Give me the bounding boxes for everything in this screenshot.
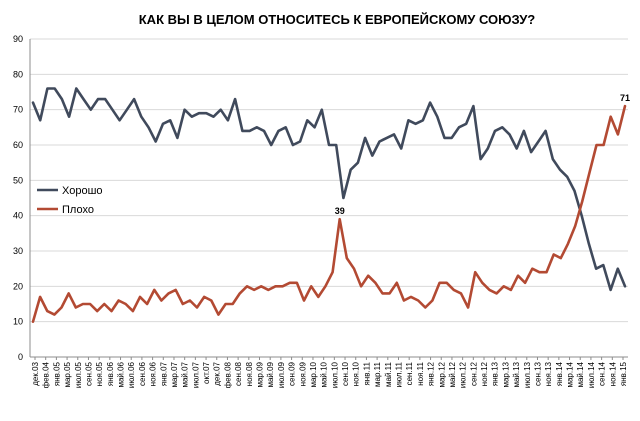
legend-label-good: Хорошо <box>62 185 103 197</box>
x-tick-label: янв.15 <box>619 361 628 386</box>
x-tick-label: сен.05 <box>84 361 93 386</box>
x-tick-label: май.12 <box>448 361 457 387</box>
x-tick-label: фев.08 <box>223 361 232 388</box>
legend: Хорошо Плохо <box>37 185 103 216</box>
x-tick-label: мар.05 <box>63 361 72 387</box>
x-tick-label: сен.12 <box>469 361 478 386</box>
x-tick-label: янв.14 <box>555 361 564 386</box>
x-tick-label: дек.07 <box>213 361 222 385</box>
y-tick-label: 80 <box>13 69 23 79</box>
x-tick-label: мар.14 <box>566 361 575 387</box>
x-tick-label: июл.09 <box>277 361 286 388</box>
y-tick-label: 10 <box>13 317 23 327</box>
x-tick-label: мар.11 <box>373 361 382 386</box>
y-tick-label: 50 <box>13 175 23 185</box>
x-tick-label: мар.07 <box>170 361 179 387</box>
grid-lines <box>30 38 628 358</box>
x-tick-label: сен.13 <box>533 361 542 386</box>
y-tick-label: 0 <box>18 352 23 362</box>
series-lines <box>31 87 627 324</box>
chart-title: КАК ВЫ В ЦЕЛОМ ОТНОСИТЕСЬ К ЕВРОПЕЙСКОМУ… <box>139 12 536 27</box>
x-tick-label: янв.05 <box>52 361 61 386</box>
x-tick-label: июл.13 <box>523 361 532 388</box>
x-tick-label: мар.10 <box>309 361 318 387</box>
y-tick-label: 70 <box>13 105 23 115</box>
y-tick-label: 90 <box>13 34 23 44</box>
x-tick-label: янв.13 <box>491 361 500 386</box>
x-tick-label: июл.05 <box>74 361 83 388</box>
x-tick-label: дек.03 <box>31 361 40 385</box>
x-tick-label: май.11 <box>384 361 393 386</box>
x-tick-label: май.10 <box>320 361 329 387</box>
x-tick-label: май.09 <box>266 361 275 387</box>
y-tick-label: 30 <box>13 246 23 256</box>
x-tick-label: янв.11 <box>362 361 371 385</box>
x-tick-label: май.07 <box>181 361 190 387</box>
x-tick-label: ноя.06 <box>149 361 158 386</box>
x-tick-label: июл.11 <box>394 361 403 387</box>
x-tick-label: фев.04 <box>42 361 51 388</box>
x-tick-label: янв.07 <box>159 361 168 386</box>
x-tick-label: май.14 <box>576 361 585 387</box>
x-tick-label: ноя.14 <box>608 361 617 386</box>
x-tick-label: май.06 <box>117 361 126 387</box>
x-tick-label: июл.10 <box>330 361 339 388</box>
series-line-good <box>31 87 627 292</box>
x-tick-label: сен.10 <box>341 361 350 386</box>
x-tick-label: мар.09 <box>256 361 265 387</box>
axes <box>29 39 628 360</box>
x-tick-label: ноя.11 <box>416 361 425 385</box>
x-tick-label: ноя.09 <box>298 361 307 386</box>
y-axis-tick-labels: 0 10 20 30 40 50 60 70 80 90 <box>13 34 23 362</box>
x-tick-label: сен.14 <box>598 361 607 386</box>
x-tick-label: сен.08 <box>234 361 243 386</box>
x-tick-label: мар.13 <box>501 361 510 387</box>
x-tick-label: май.13 <box>512 361 521 387</box>
y-tick-label: 60 <box>13 140 23 150</box>
x-tick-label: мар.12 <box>437 361 446 387</box>
x-tick-label: июл.14 <box>587 361 596 388</box>
data-label: 71 <box>620 93 630 103</box>
x-tick-label: сен.06 <box>138 361 147 386</box>
x-tick-label: июл.06 <box>127 361 136 388</box>
x-tick-label: ноя.08 <box>245 361 254 386</box>
x-tick-label: сен.09 <box>288 361 297 386</box>
x-tick-label: янв.06 <box>106 361 115 386</box>
x-tick-label: ноя.13 <box>544 361 553 386</box>
x-tick-label: ноя.05 <box>95 361 104 386</box>
x-tick-label: июл.07 <box>191 361 200 388</box>
x-tick-label: ноя.10 <box>352 361 361 386</box>
legend-label-bad: Плохо <box>62 204 94 216</box>
y-tick-label: 20 <box>13 281 23 291</box>
x-tick-label: янв.12 <box>427 361 436 386</box>
series-line-bad <box>31 104 627 324</box>
x-tick-label: сен.11 <box>405 361 414 385</box>
data-label: 39 <box>335 206 345 216</box>
y-tick-label: 40 <box>13 211 23 221</box>
x-tick-label: июл.12 <box>459 361 468 388</box>
x-axis-tick-labels: дек.03 фев.04 янв.05 мар.05 июл.05 сен.05 ноя.… <box>31 361 628 388</box>
x-tick-label: ноя.12 <box>480 361 489 386</box>
data-labels: 39 71 <box>335 93 630 216</box>
x-tick-label: окт.07 <box>202 361 211 383</box>
